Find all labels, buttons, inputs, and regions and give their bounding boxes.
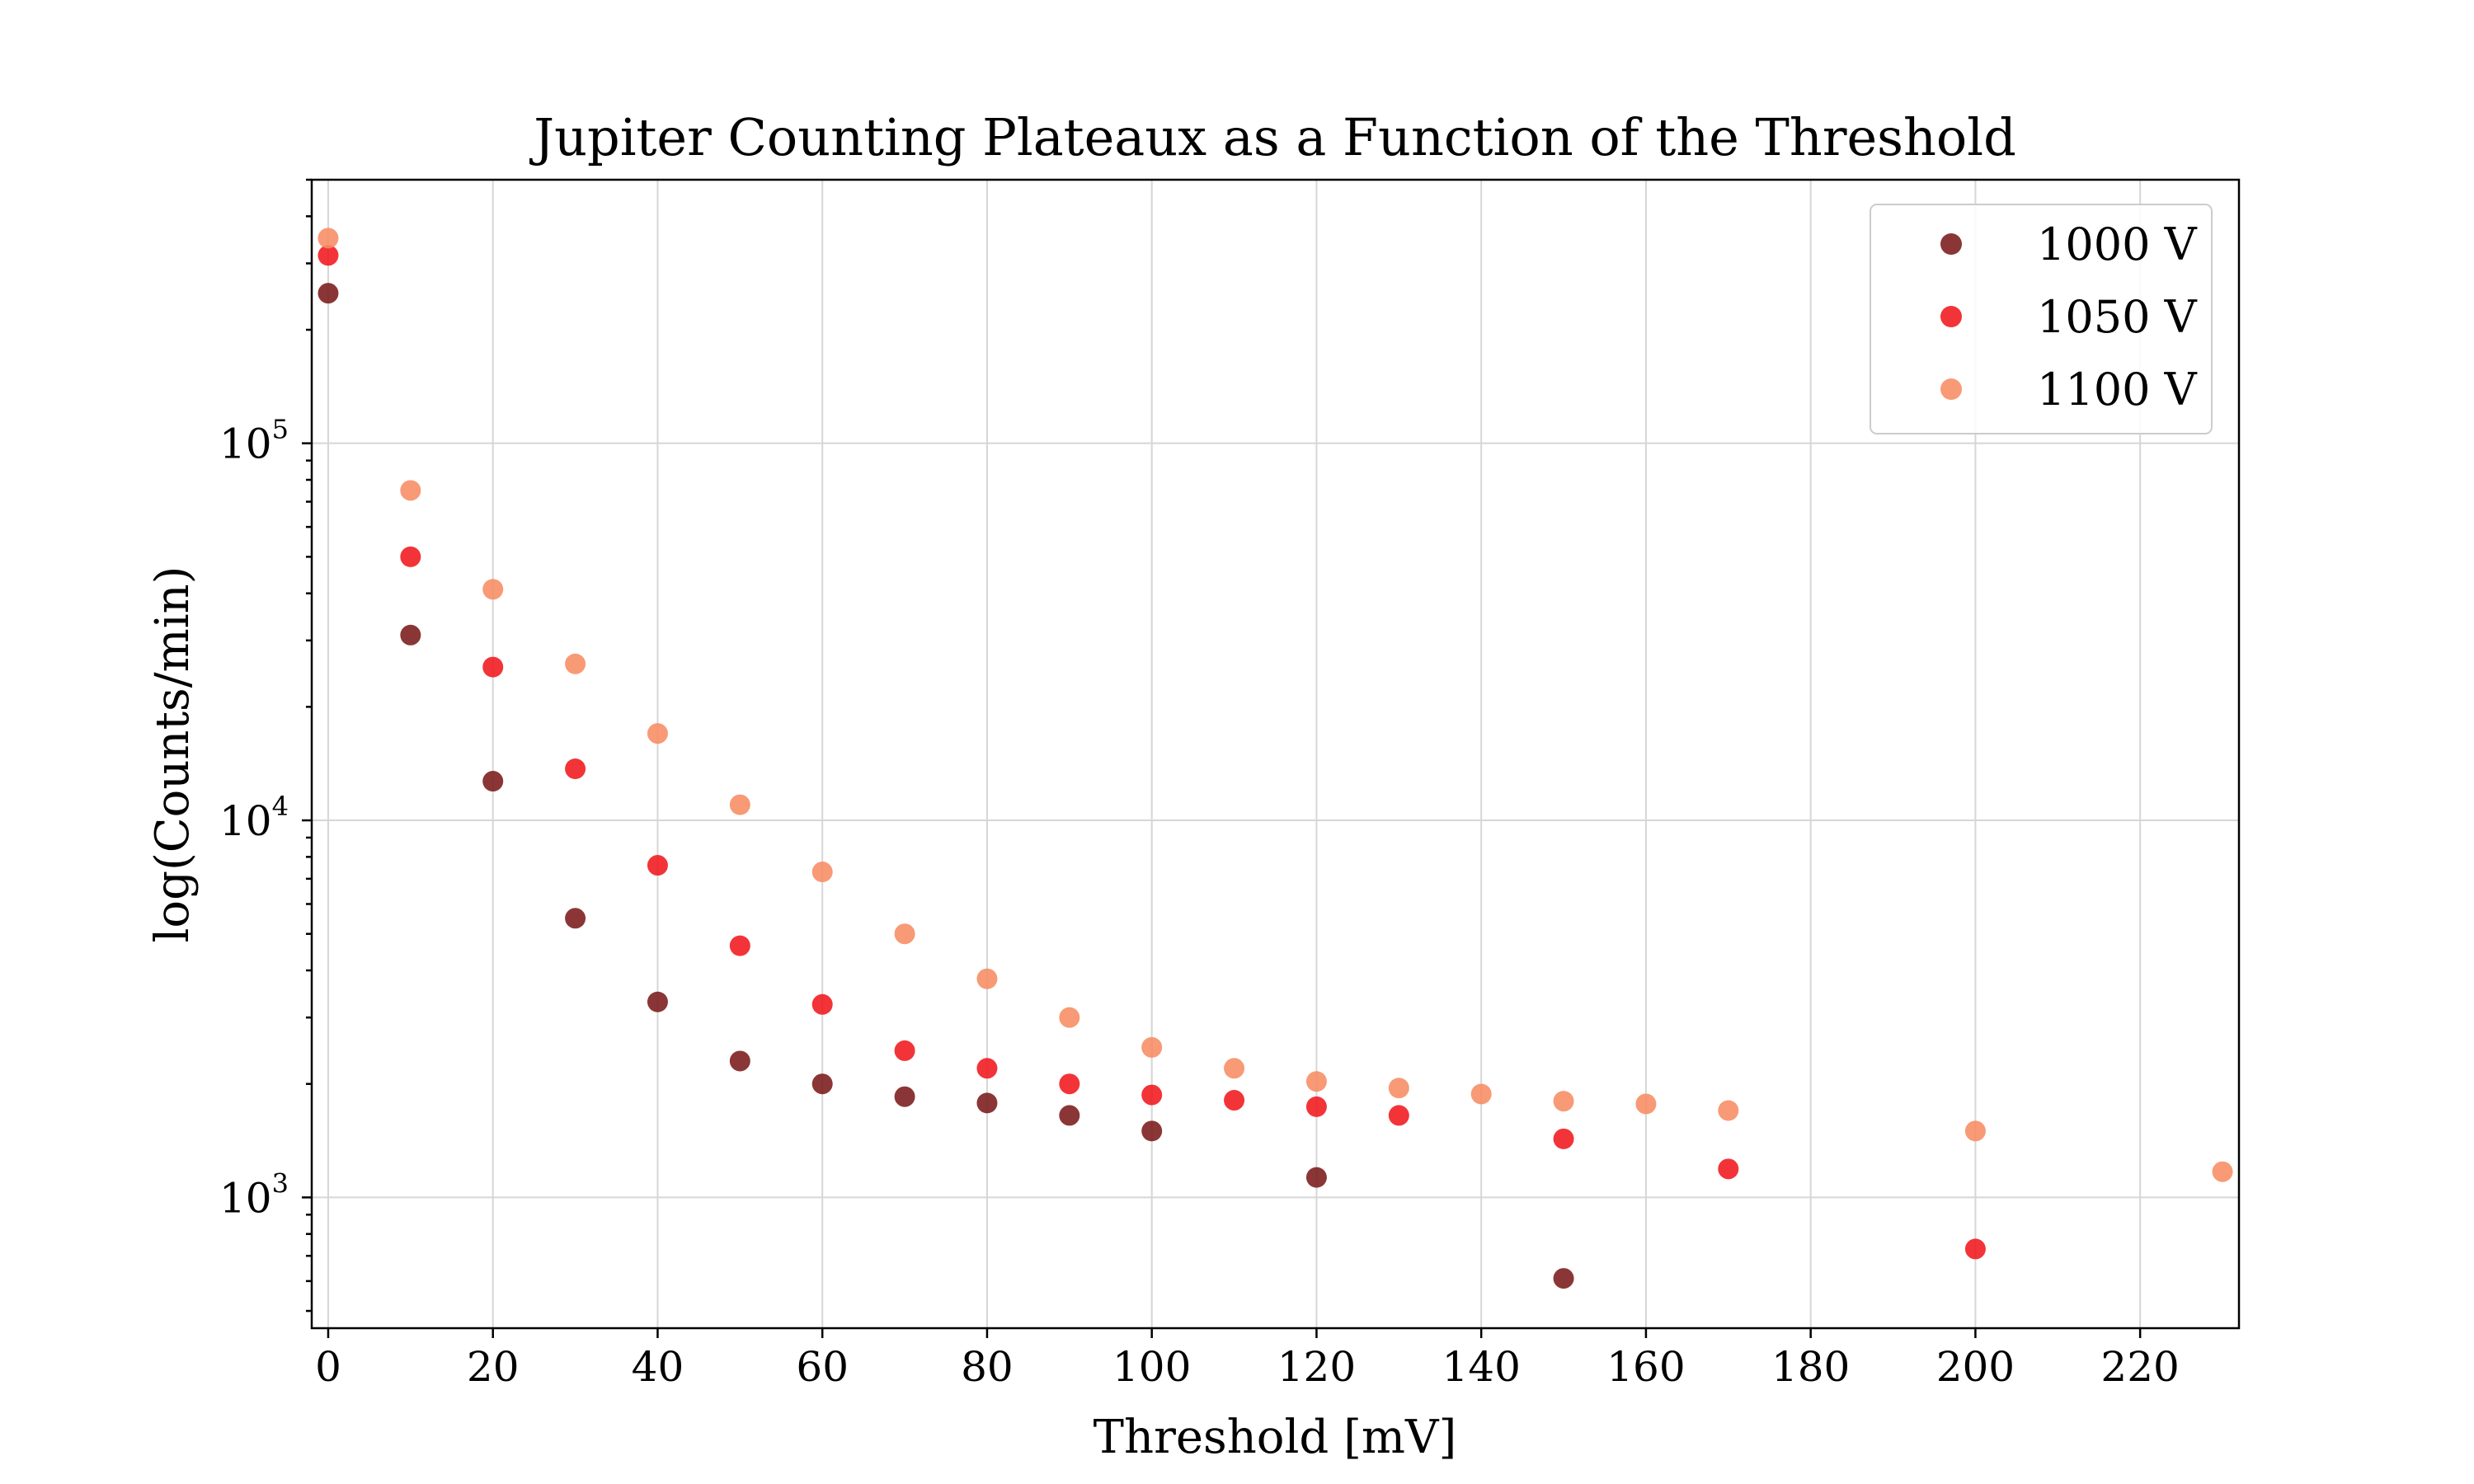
data-point [1553, 1091, 1574, 1112]
data-point [647, 723, 668, 744]
y-axis-label: log(Counts/min) [146, 566, 200, 942]
data-point [1141, 1120, 1163, 1142]
x-tick-label: 100 [1112, 1343, 1191, 1391]
data-point [1059, 1007, 1080, 1028]
data-point [811, 1073, 833, 1095]
data-point [317, 283, 339, 304]
x-tick-label: 20 [467, 1343, 520, 1391]
data-point [565, 758, 586, 780]
x-tick-label: 160 [1606, 1343, 1685, 1391]
data-point [482, 771, 504, 792]
data-point [1718, 1100, 1739, 1121]
data-point [894, 1040, 915, 1061]
data-point [400, 624, 421, 646]
x-tick-label: 140 [1442, 1343, 1520, 1391]
data-point [482, 656, 504, 678]
legend-box [1870, 204, 2213, 434]
data-point [811, 993, 833, 1015]
y-tick-label: 103 [219, 1167, 289, 1222]
data-point [2212, 1161, 2233, 1182]
data-point [1718, 1158, 1739, 1180]
data-point [1305, 1096, 1327, 1117]
x-axis-label: Threshold [mV] [1094, 1411, 1457, 1464]
x-tick-label: 40 [632, 1343, 684, 1391]
legend-label: 1050 V [2037, 291, 2198, 343]
chart-title: Jupiter Counting Plateaux as a Function … [529, 107, 2016, 167]
data-point [1553, 1268, 1574, 1289]
y-axis-ticks: 103 104 105 [219, 178, 312, 1313]
x-tick-label: 220 [2100, 1343, 2179, 1391]
data-point [729, 935, 750, 956]
data-point [1059, 1073, 1080, 1095]
data-point [894, 923, 915, 945]
data-point [317, 245, 339, 266]
legend-label: 1000 V [2037, 218, 2198, 270]
series-1050-v [317, 245, 1986, 1260]
data-point [647, 991, 668, 1012]
x-tick-label: 60 [796, 1343, 849, 1391]
data-point [1305, 1167, 1327, 1188]
data-point [482, 579, 504, 600]
data-point [1059, 1105, 1080, 1126]
legend-marker [1940, 233, 1962, 255]
data-point [565, 908, 586, 929]
legend-marker [1940, 306, 1962, 327]
data-point [1141, 1036, 1163, 1058]
data-point [1141, 1084, 1163, 1106]
data-points [317, 228, 2233, 1289]
data-point [1635, 1093, 1657, 1115]
data-point [1964, 1120, 1986, 1142]
series-1000-v [317, 283, 1574, 1289]
data-point [1305, 1071, 1327, 1092]
legend-marker [1940, 378, 1962, 400]
data-point [647, 855, 668, 876]
x-tick-label: 120 [1277, 1343, 1356, 1391]
x-tick-label: 180 [1771, 1343, 1850, 1391]
y-tick-label: 105 [219, 414, 289, 468]
series-1100-v [317, 228, 2233, 1182]
x-axis-ticks: 0 20 40 60 80 100 120 140 160 180 200 220 [315, 1328, 2180, 1391]
data-point [1388, 1105, 1409, 1126]
data-point [1964, 1238, 1986, 1260]
data-point [811, 862, 833, 883]
data-point [729, 1050, 750, 1072]
data-point [1224, 1058, 1245, 1079]
data-point [400, 480, 421, 501]
data-point [317, 228, 339, 249]
data-point [729, 794, 750, 815]
data-point [894, 1086, 915, 1107]
data-point [976, 1058, 998, 1079]
data-point [976, 968, 998, 989]
data-point [1553, 1128, 1574, 1149]
x-tick-label: 0 [315, 1343, 341, 1391]
data-point [1388, 1078, 1409, 1099]
data-point [400, 546, 421, 567]
data-point [976, 1092, 998, 1114]
y-tick-label: 104 [219, 791, 289, 845]
plot-frame [310, 178, 2241, 1330]
x-tick-label: 200 [1936, 1343, 2015, 1391]
legend-entries: 1000 V 1050 V 1100 V [1940, 218, 2198, 416]
legend-label: 1100 V [2037, 364, 2198, 416]
data-point [1470, 1083, 1492, 1105]
x-tick-label: 80 [961, 1343, 1014, 1391]
data-point [1224, 1090, 1245, 1111]
data-point [565, 653, 586, 674]
legend: 1000 V 1050 V 1100 V [1870, 204, 2213, 434]
